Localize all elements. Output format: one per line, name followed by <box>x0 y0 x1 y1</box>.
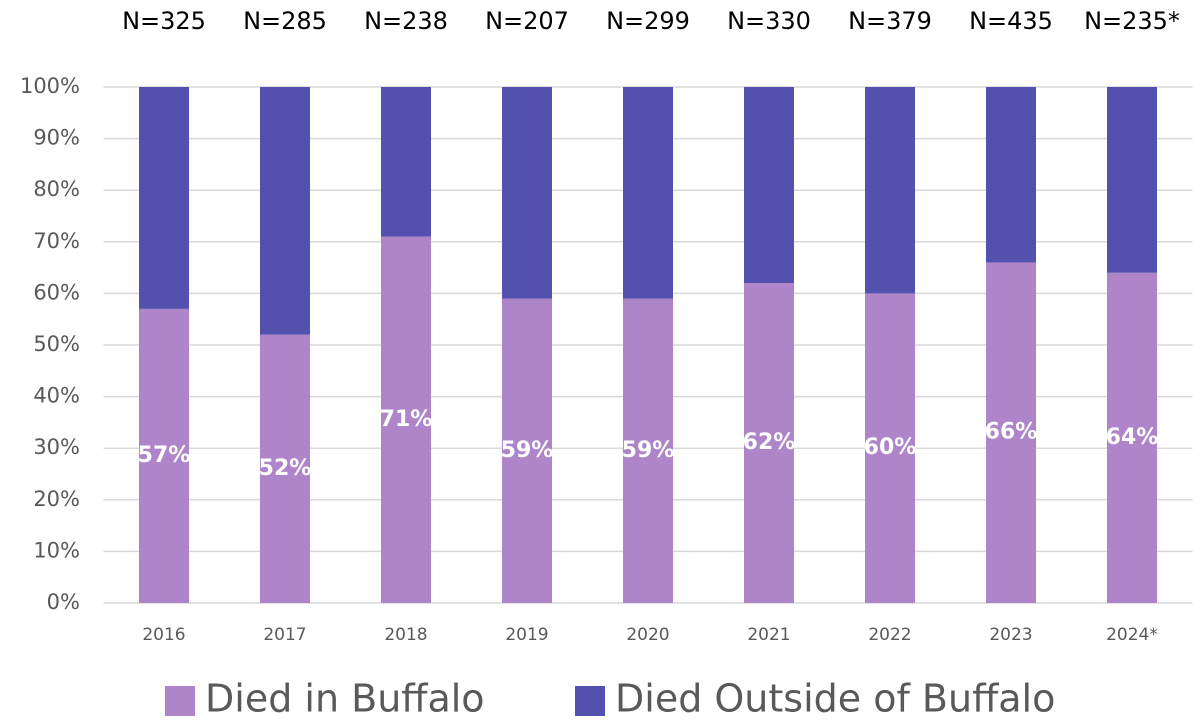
x-tick-label: 2023 <box>989 625 1032 645</box>
bar-segment <box>744 87 794 284</box>
annotation: N=207 <box>485 7 569 35</box>
legend-label: Died Outside of Buffalo <box>615 677 1055 721</box>
annotation: N=299 <box>606 7 690 35</box>
bar-segment <box>139 87 189 309</box>
legend-swatch <box>575 686 605 716</box>
annotation: N=235* <box>1084 7 1180 35</box>
annotation: N=435 <box>969 7 1053 35</box>
annotation: N=325 <box>122 7 206 35</box>
value-label: 64% <box>1106 425 1159 450</box>
value-label: 71% <box>380 407 433 432</box>
value-label: 60% <box>864 435 917 460</box>
y-tick-label: 100% <box>20 74 80 98</box>
bar-segment <box>502 298 552 603</box>
bar-segment <box>381 236 431 603</box>
bar-segment <box>623 298 673 603</box>
bar-segment <box>865 87 915 294</box>
y-tick-label: 30% <box>33 435 80 459</box>
x-tick-label: 2017 <box>263 625 306 645</box>
x-tick-label: 2018 <box>384 625 427 645</box>
bar-segment <box>986 262 1036 603</box>
x-tick-label: 2016 <box>142 625 185 645</box>
bar-segment <box>744 283 794 603</box>
y-tick-label: 10% <box>33 538 80 562</box>
y-tick-label: 40% <box>33 384 80 408</box>
x-tick-label: 2024* <box>1106 625 1158 645</box>
bar-segment <box>623 87 673 299</box>
value-label: 62% <box>743 430 796 455</box>
bar-segment <box>986 87 1036 263</box>
bar-segment <box>260 334 310 603</box>
annotation: N=238 <box>364 7 448 35</box>
bar-segment <box>381 87 431 237</box>
y-tick-label: 50% <box>33 332 80 356</box>
x-tick-label: 2019 <box>505 625 548 645</box>
y-tick-label: 90% <box>33 126 80 150</box>
legend-swatch <box>165 686 195 716</box>
x-tick-label: 2021 <box>747 625 790 645</box>
x-tick-label: 2022 <box>868 625 911 645</box>
y-tick-label: 0% <box>47 590 80 614</box>
value-label: 52% <box>259 456 312 481</box>
bar-segment <box>139 308 189 603</box>
y-tick-label: 70% <box>33 229 80 253</box>
bar-segment <box>865 293 915 603</box>
y-tick-label: 60% <box>33 280 80 304</box>
value-label: 66% <box>985 420 1038 445</box>
annotation: N=285 <box>243 7 327 35</box>
bar-segment <box>502 87 552 299</box>
bar-segment <box>1107 87 1157 273</box>
annotation: N=330 <box>727 7 811 35</box>
x-tick-label: 2020 <box>626 625 669 645</box>
legend-label: Died in Buffalo <box>205 677 485 721</box>
value-label: 59% <box>622 438 675 463</box>
annotation: N=379 <box>848 7 932 35</box>
bar-segment <box>260 87 310 335</box>
value-label: 59% <box>501 438 554 463</box>
y-tick-label: 80% <box>33 177 80 201</box>
value-label: 57% <box>138 443 191 468</box>
bar-segment <box>1107 272 1157 603</box>
y-tick-label: 20% <box>33 487 80 511</box>
